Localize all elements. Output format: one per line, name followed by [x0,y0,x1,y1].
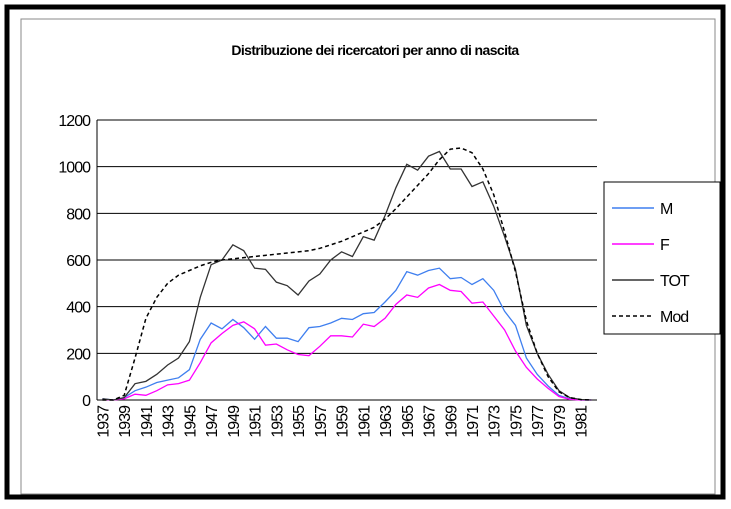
x-tick-label: 1973 [487,405,504,438]
x-tick-label: 1939 [117,405,134,438]
x-tick-label: 1963 [378,405,395,438]
y-tick-label: 800 [66,206,91,223]
y-tick-label: 400 [66,300,91,317]
y-tick-label: 200 [66,346,91,363]
x-tick-label: 1961 [356,405,373,438]
chart-area [20,18,716,495]
series-line [102,267,592,401]
x-tick-label: 1941 [139,405,156,438]
y-tick-label: 0 [82,393,91,410]
x-tick-label: 1953 [269,405,286,438]
y-tick-label: 600 [66,253,91,270]
x-tick-label: 1981 [574,405,591,438]
series-line [102,283,592,401]
x-tick-label: 1943 [161,405,178,438]
series-line [102,147,592,401]
y-tick-label: 1000 [58,160,91,177]
x-tick-label: 1957 [313,405,330,438]
chart-title: Distribuzione dei ricercatori per anno d… [231,42,519,58]
x-tick-label: 1951 [248,405,265,438]
y-tick-label: 1200 [58,113,91,130]
x-tick-label: 1975 [508,405,525,438]
x-tick-label: 1959 [335,405,352,438]
x-tick-label: 1947 [204,405,221,438]
series-line [102,150,592,401]
x-tick-label: 1967 [422,405,439,438]
x-tick-label: 1955 [291,405,308,438]
x-tick-label: 1965 [400,405,417,438]
x-tick-label: 1969 [443,405,460,438]
legend-label: F [660,237,670,254]
x-tick-label: 1971 [465,405,482,438]
legend-label: M [660,201,673,218]
x-tick-label: 1979 [552,405,569,438]
x-tick-label: 1949 [226,405,243,438]
x-tick-label: 1945 [182,405,199,438]
x-tick-label: 1977 [530,405,547,438]
x-tick-label: 1937 [95,405,112,438]
legend-label: Mod [660,309,688,326]
legend-label: TOT [660,273,690,290]
